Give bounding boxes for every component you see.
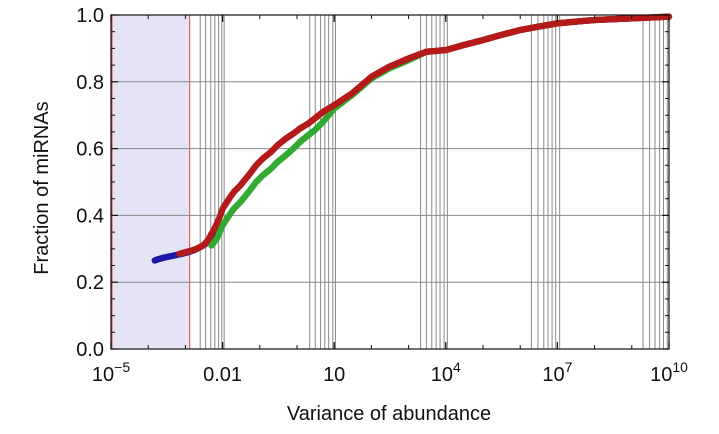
y-tick-label: 0.0 — [76, 339, 104, 361]
x-tick-label: 0.01 — [203, 364, 242, 386]
x-tick-label: 10−5 — [92, 359, 130, 386]
y-tick-label: 0.6 — [76, 139, 104, 161]
y-tick-label: 1.0 — [76, 5, 104, 27]
y-tick-label: 0.8 — [76, 72, 104, 94]
highlight-region — [111, 14, 191, 350]
x-tick-label: 104 — [431, 359, 461, 386]
y-axis-title: Fraction of miRNAs — [31, 101, 53, 274]
data-marks — [151, 13, 673, 264]
x-tick-label: 10 — [323, 364, 345, 386]
axes: 0.0 0.2 0.4 0.6 0.8 1.0 10−5 0.01 10 104 107 1010 — [76, 5, 688, 386]
y-tick-label: 0.2 — [76, 272, 104, 294]
y-tick-label: 0.4 — [76, 205, 104, 227]
x-tick-label: 107 — [542, 359, 572, 386]
x-axis-title: Variance of abundance — [287, 403, 491, 425]
x-tick-label: 1010 — [650, 359, 688, 386]
